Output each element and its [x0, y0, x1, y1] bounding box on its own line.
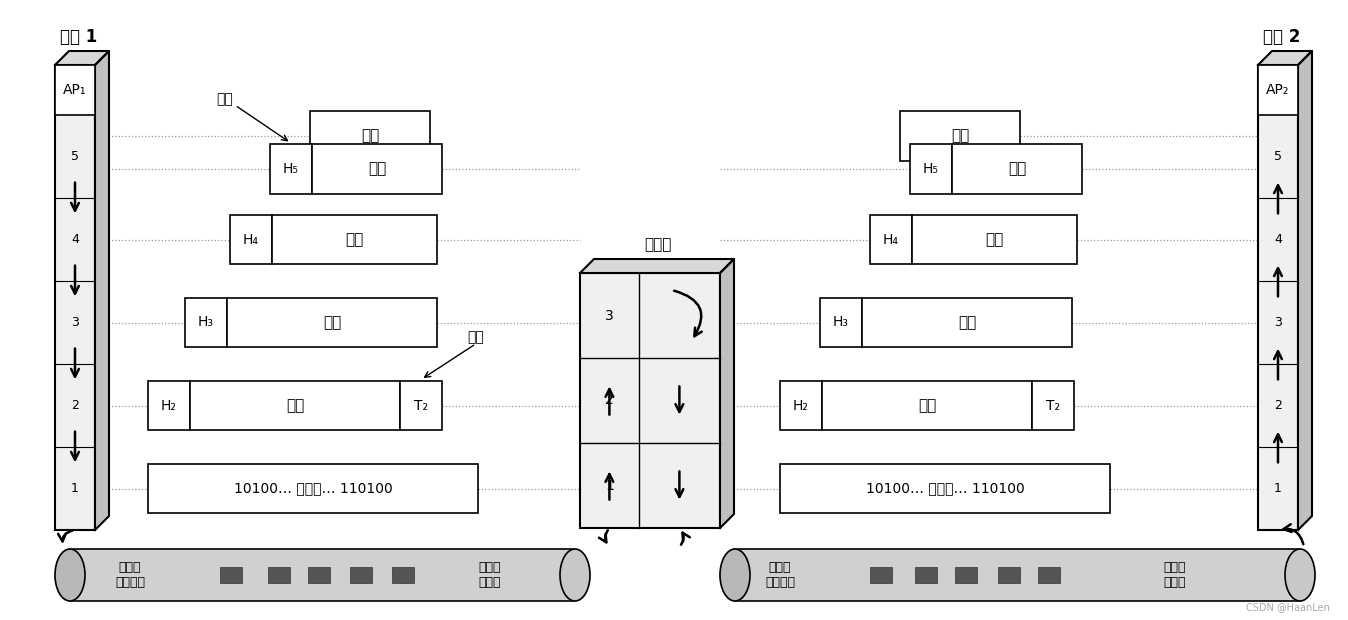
- Text: 路由器: 路由器: [644, 237, 671, 252]
- Text: T₂: T₂: [1046, 399, 1060, 412]
- Bar: [1258, 65, 1298, 115]
- Text: 物理传
输媒体: 物理传 输媒体: [479, 561, 501, 589]
- Bar: [954, 567, 977, 583]
- Text: CSDN @HaanLen: CSDN @HaanLen: [1246, 602, 1330, 612]
- Bar: [392, 567, 414, 583]
- Bar: [1038, 567, 1060, 583]
- Ellipse shape: [559, 549, 590, 601]
- Polygon shape: [55, 51, 109, 65]
- Bar: [311, 144, 442, 194]
- Text: 数据: 数据: [286, 398, 305, 413]
- Bar: [822, 381, 1033, 430]
- Bar: [869, 567, 892, 583]
- Text: 2: 2: [605, 394, 613, 407]
- Ellipse shape: [55, 549, 85, 601]
- Text: H₂: H₂: [793, 399, 809, 412]
- Text: 物理传
输媒体: 物理传 输媒体: [1163, 561, 1186, 589]
- Bar: [272, 215, 437, 264]
- Ellipse shape: [720, 549, 749, 601]
- Text: 数据: 数据: [324, 315, 341, 330]
- Text: 2: 2: [71, 399, 80, 412]
- Polygon shape: [1258, 51, 1312, 65]
- Bar: [400, 381, 442, 430]
- Bar: [310, 111, 430, 161]
- Bar: [952, 144, 1082, 194]
- Text: 电信号
或光信号: 电信号 或光信号: [115, 561, 146, 589]
- Text: H₃: H₃: [198, 316, 214, 329]
- Text: 3: 3: [71, 316, 80, 329]
- Text: T₂: T₂: [414, 399, 429, 412]
- Text: 数据: 数据: [368, 161, 386, 177]
- Text: 数据: 数据: [918, 398, 936, 413]
- Text: 主机 1: 主机 1: [61, 28, 97, 46]
- Bar: [913, 215, 1077, 264]
- Text: 1: 1: [71, 482, 80, 495]
- Text: 2: 2: [1274, 399, 1282, 412]
- Polygon shape: [580, 259, 735, 273]
- Bar: [780, 381, 822, 430]
- Bar: [185, 298, 226, 347]
- Text: 主机 2: 主机 2: [1263, 28, 1301, 46]
- Text: 4: 4: [1274, 233, 1282, 246]
- Text: 数据: 数据: [985, 232, 1004, 247]
- Bar: [307, 567, 330, 583]
- Bar: [268, 567, 290, 583]
- Text: H₅: H₅: [923, 162, 940, 176]
- Bar: [861, 298, 1072, 347]
- Text: H₃: H₃: [833, 316, 849, 329]
- Text: 1: 1: [605, 479, 613, 492]
- Text: H₄: H₄: [243, 232, 259, 247]
- Bar: [820, 298, 861, 347]
- Text: H₂: H₂: [160, 399, 177, 412]
- Text: 1: 1: [1274, 482, 1282, 495]
- Bar: [1258, 65, 1298, 530]
- Text: 数据: 数据: [950, 128, 969, 143]
- Bar: [70, 549, 576, 601]
- Text: 10100… 比特流… 110100: 10100… 比特流… 110100: [865, 482, 1024, 495]
- Text: 3: 3: [605, 309, 613, 322]
- Bar: [220, 567, 243, 583]
- Polygon shape: [94, 51, 109, 530]
- Bar: [270, 144, 311, 194]
- Ellipse shape: [1285, 549, 1316, 601]
- Text: 3: 3: [1274, 316, 1282, 329]
- Bar: [910, 144, 952, 194]
- Text: 数据: 数据: [958, 315, 976, 330]
- Text: 5: 5: [71, 150, 80, 163]
- Bar: [1033, 381, 1074, 430]
- Bar: [915, 567, 937, 583]
- Bar: [148, 381, 190, 430]
- Text: H₄: H₄: [883, 232, 899, 247]
- Text: 首部: 首部: [217, 92, 233, 106]
- Bar: [998, 567, 1020, 583]
- Bar: [55, 65, 94, 530]
- Text: 数据: 数据: [361, 128, 379, 143]
- Bar: [55, 65, 94, 115]
- Text: AP₁: AP₁: [63, 83, 86, 97]
- Polygon shape: [1298, 51, 1312, 530]
- Text: AP₂: AP₂: [1266, 83, 1290, 97]
- Bar: [900, 111, 1020, 161]
- Text: 4: 4: [71, 233, 80, 246]
- Text: H₅: H₅: [283, 162, 299, 176]
- Bar: [735, 549, 1299, 601]
- Bar: [190, 381, 400, 430]
- Bar: [231, 215, 272, 264]
- Bar: [226, 298, 437, 347]
- Polygon shape: [720, 259, 735, 528]
- Text: 10100… 比特流… 110100: 10100… 比特流… 110100: [233, 482, 392, 495]
- Text: 5: 5: [1274, 150, 1282, 163]
- Text: 电信号
或光信号: 电信号 或光信号: [766, 561, 795, 589]
- Text: 尾部: 尾部: [468, 330, 484, 345]
- Text: 数据: 数据: [345, 232, 364, 247]
- Bar: [580, 273, 720, 528]
- Text: 数据: 数据: [1008, 161, 1026, 177]
- Bar: [869, 215, 913, 264]
- Bar: [350, 567, 372, 583]
- Bar: [780, 464, 1109, 513]
- Bar: [148, 464, 479, 513]
